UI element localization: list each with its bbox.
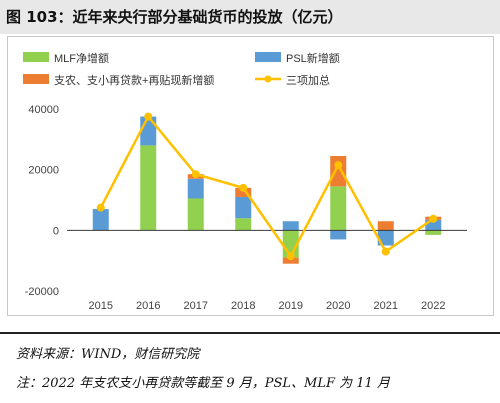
total-point xyxy=(96,203,105,212)
bar-segment xyxy=(235,187,252,197)
legend-label: 支农、支小再贷款+再贴现新增额 xyxy=(54,73,214,87)
total-point xyxy=(239,183,248,192)
bar-segment xyxy=(92,209,109,231)
total-series-line xyxy=(99,114,434,259)
total-point xyxy=(334,161,343,170)
source-note: 资料来源：WIND，财信研究院 xyxy=(16,347,200,362)
bar-segment xyxy=(140,145,157,231)
total-point xyxy=(191,170,200,179)
legend-swatch xyxy=(23,74,49,84)
footer-rule-top xyxy=(0,332,500,334)
y-tick-label: -20000 xyxy=(25,286,59,298)
total-point xyxy=(144,112,153,121)
bar-segment xyxy=(235,218,252,231)
bar-segment xyxy=(140,116,157,146)
bar-segment xyxy=(235,196,252,219)
bar-segment xyxy=(282,221,299,231)
footnote: 注：2022 年支农支小再贷款等截至 9 月，PSL、MLF 为 11 月 xyxy=(16,376,390,391)
x-tick-label: 2021 xyxy=(374,300,398,312)
x-tick-label: 2015 xyxy=(89,300,113,312)
y-tick-label: 40000 xyxy=(28,104,59,116)
y-axis: -20000 0 20000 40000 xyxy=(25,104,59,298)
total-point xyxy=(429,214,438,223)
bar-segment xyxy=(425,230,442,235)
y-tick-label: 20000 xyxy=(28,165,59,177)
bar-segment xyxy=(330,230,347,240)
figure-title: 图 103：近年来央行部分基础货币的投放（亿元） xyxy=(6,8,343,26)
x-tick-label: 2018 xyxy=(231,300,255,312)
x-tick-label: 2022 xyxy=(421,300,445,312)
bar-segment xyxy=(330,186,347,231)
chart-container: MLF净增额 PSL新增额支农、支小再贷款+再贴现新增额 三项加总 -20000 0 2… xyxy=(7,36,494,316)
total-point xyxy=(381,247,390,256)
x-tick-label: 2020 xyxy=(326,300,350,312)
legend-swatch-marker xyxy=(264,75,272,83)
bar-segment xyxy=(187,178,204,199)
bar-segment xyxy=(187,198,204,231)
bar-segment xyxy=(282,257,299,264)
x-tick-label: 2017 xyxy=(184,300,208,312)
legend-label: 三项加总 xyxy=(286,73,330,87)
legend-label: PSL新增额 xyxy=(286,51,340,65)
legend-swatch xyxy=(23,52,49,62)
y-tick-label: 0 xyxy=(53,225,59,237)
legend-label: MLF净增额 xyxy=(54,51,109,65)
total-line xyxy=(96,112,438,261)
x-tick-label: 2019 xyxy=(279,300,303,312)
chart-bars xyxy=(92,116,442,264)
chart-frame xyxy=(7,36,494,316)
total-point xyxy=(286,252,295,261)
bar-segment xyxy=(330,156,347,187)
figure-title-bar: 图 103：近年来央行部分基础货币的投放（亿元） xyxy=(0,0,500,34)
bar-segment xyxy=(425,219,442,231)
x-axis: 2015 2016 2017 2018 2019 2020 2021 2022 xyxy=(89,300,446,312)
bar-segment xyxy=(377,221,394,231)
x-tick-label: 2016 xyxy=(136,300,160,312)
legend-swatch xyxy=(255,52,281,62)
